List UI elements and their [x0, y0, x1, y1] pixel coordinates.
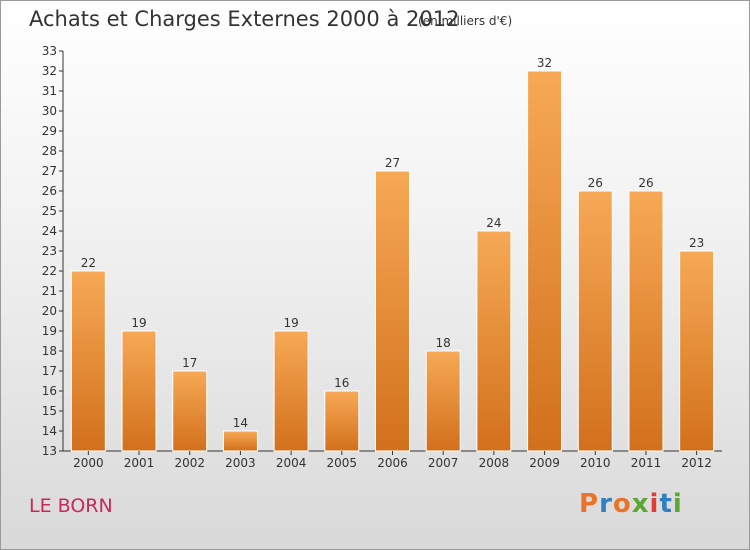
y-tick-label: 25	[42, 204, 57, 218]
y-tick-label: 30	[42, 104, 57, 118]
logo-letter: i	[649, 489, 660, 519]
y-tick-label: 21	[42, 284, 57, 298]
x-tick-label: 2011	[631, 456, 662, 470]
bar	[70, 270, 106, 452]
bar	[628, 190, 664, 452]
y-tick-label: 24	[42, 224, 57, 238]
logo-letter: x	[631, 489, 650, 519]
bar	[476, 230, 512, 452]
y-tick-label: 19	[42, 324, 57, 338]
bar-value-label: 14	[233, 416, 248, 430]
bar-value-label: 27	[385, 156, 400, 170]
logo-letter: r	[599, 489, 613, 519]
x-tick-label: 2002	[174, 456, 205, 470]
bar	[527, 70, 563, 452]
logo-letter: i	[672, 489, 683, 519]
bar-value-label: 17	[182, 356, 197, 370]
y-tick-label: 20	[42, 304, 57, 318]
bar	[679, 250, 715, 452]
bar-value-label: 19	[283, 316, 298, 330]
x-tick-label: 2009	[529, 456, 560, 470]
logo-letter: P	[579, 489, 600, 519]
bar	[577, 190, 613, 452]
bar	[375, 170, 410, 452]
bar-value-label: 24	[486, 216, 501, 230]
logo-letter: o	[612, 489, 632, 519]
bar	[324, 390, 360, 452]
y-tick-label: 29	[42, 124, 57, 138]
x-tick-label: 2001	[124, 456, 155, 470]
place-name: LE BORN	[29, 495, 113, 517]
bar-value-label: 26	[638, 176, 653, 190]
bar	[172, 370, 208, 452]
x-tick-label: 2008	[479, 456, 510, 470]
y-tick-label: 28	[42, 144, 57, 158]
bar-value-label: 18	[436, 336, 451, 350]
bar	[425, 350, 461, 452]
chart-title: Achats et Charges Externes 2000 à 2012	[29, 7, 460, 31]
bar-value-label: 19	[131, 316, 146, 330]
x-tick-label: 2005	[327, 456, 358, 470]
bar	[222, 430, 258, 452]
x-tick-label: 2012	[681, 456, 712, 470]
bar-value-label: 23	[689, 236, 704, 250]
bar-value-label: 22	[81, 256, 96, 270]
y-tick-label: 31	[42, 84, 57, 98]
x-tick-label: 2006	[377, 456, 408, 470]
bar	[121, 330, 157, 452]
x-tick-label: 2003	[225, 456, 256, 470]
proxiti-logo: Proxiti	[579, 489, 683, 519]
y-tick-label: 17	[42, 364, 57, 378]
y-tick-label: 18	[42, 344, 57, 358]
y-tick-label: 23	[42, 244, 57, 258]
x-tick-label: 2007	[428, 456, 459, 470]
x-tick-label: 2004	[276, 456, 307, 470]
bar-value-label: 26	[588, 176, 603, 190]
y-tick-label: 13	[42, 444, 57, 458]
y-tick-label: 16	[42, 384, 57, 398]
y-tick-label: 27	[42, 164, 57, 178]
bar-value-label: 32	[537, 56, 552, 70]
y-tick-label: 26	[42, 184, 57, 198]
bar	[273, 330, 309, 452]
y-tick-label: 32	[42, 64, 57, 78]
y-tick-label: 33	[42, 44, 57, 58]
bar-value-label: 16	[334, 376, 349, 390]
y-tick-label: 22	[42, 264, 57, 278]
y-tick-label: 14	[42, 424, 57, 438]
chart-subtitle: (en milliers d'€)	[418, 14, 513, 28]
logo-letter: t	[659, 489, 673, 519]
x-tick-label: 2000	[73, 456, 104, 470]
y-tick-label: 15	[42, 404, 57, 418]
x-tick-label: 2010	[580, 456, 611, 470]
